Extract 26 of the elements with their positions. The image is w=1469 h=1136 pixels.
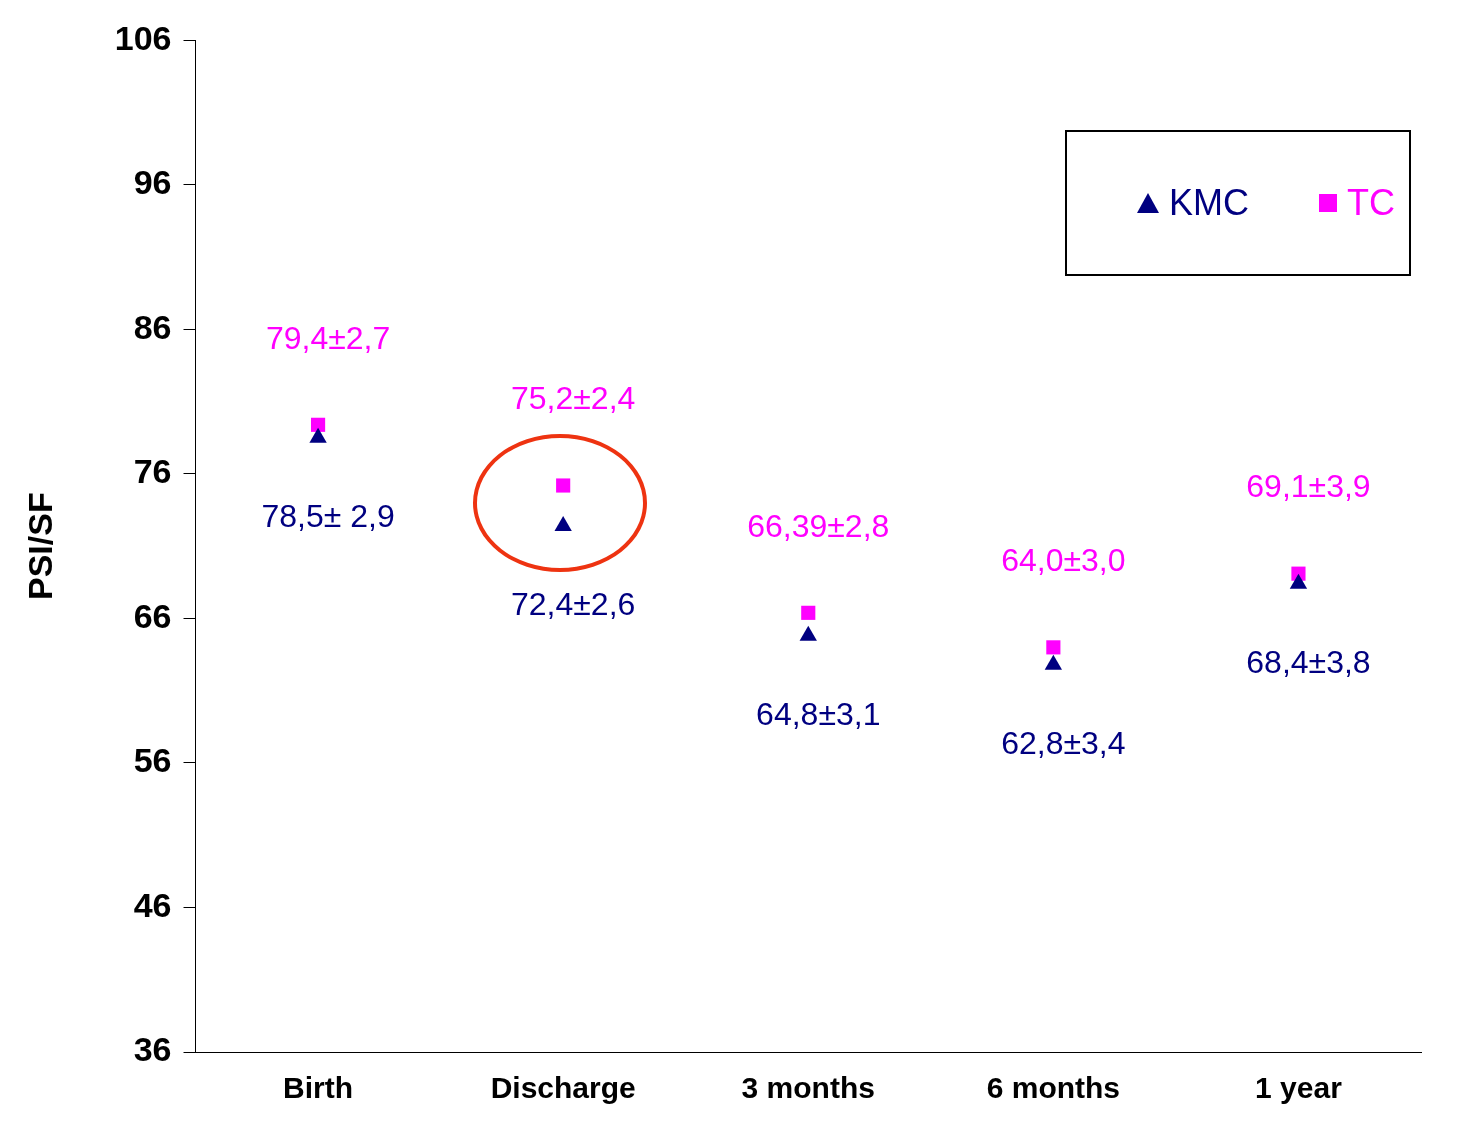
y-tick-label: 36 <box>133 1030 172 1069</box>
data-label: 72,4±2,6 <box>511 585 636 622</box>
x-tick-label: Birth <box>283 1071 354 1105</box>
data-label: 78,5± 2,9 <box>261 497 395 534</box>
y-axis-title: PSI/SF <box>20 492 59 601</box>
y-tick-label: 96 <box>133 163 172 202</box>
data-label: 62,8±3,4 <box>1001 724 1126 761</box>
legend-label: KMC <box>1169 182 1249 225</box>
x-tick-label: Discharge <box>490 1071 636 1105</box>
x-tick-label: 3 months <box>741 1071 875 1105</box>
y-tick-label: 66 <box>133 596 172 635</box>
data-label: 69,1±3,9 <box>1246 468 1371 505</box>
y-tick-label: 106 <box>114 18 172 57</box>
x-tick-label: 1 year <box>1255 1071 1343 1105</box>
y-tick-label: 86 <box>133 307 172 346</box>
data-label: 68,4±3,8 <box>1246 643 1371 680</box>
data-label: 79,4±2,7 <box>265 319 391 356</box>
data-label: 66,39±2,8 <box>747 507 890 544</box>
data-label: 75,2±2,4 <box>511 380 636 417</box>
data-label: 64,0±3,0 <box>1001 542 1126 579</box>
y-tick-label: 46 <box>133 885 172 924</box>
y-tick-label: 56 <box>133 741 172 780</box>
data-label: 64,8±3,1 <box>756 695 881 732</box>
x-tick-label: 6 months <box>986 1071 1121 1105</box>
legend-label: TC <box>1347 182 1395 225</box>
y-tick-label: 76 <box>133 452 172 491</box>
